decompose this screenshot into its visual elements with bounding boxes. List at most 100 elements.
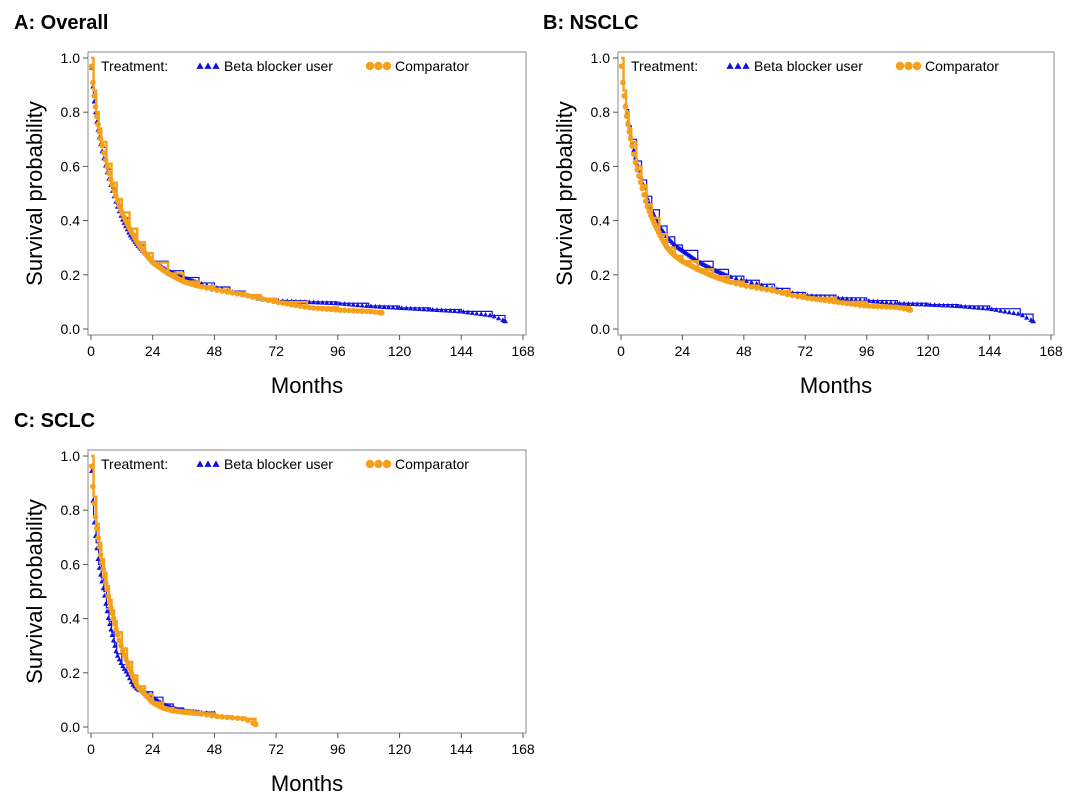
censor-marker	[101, 573, 108, 579]
censor-marker	[809, 295, 815, 302]
censor-marker	[1011, 310, 1017, 316]
x-tick-label: 24	[675, 343, 691, 359]
y-axis-title: Survival probability	[22, 101, 47, 286]
censor-marker	[452, 308, 458, 314]
y-tick-label: 0.2	[591, 267, 611, 283]
legend: Treatment: Beta blocker user Comparator	[631, 58, 999, 74]
censor-marker	[105, 615, 111, 621]
censor-marker	[623, 113, 630, 120]
censor-marker	[214, 287, 220, 293]
censor-marker	[97, 552, 104, 558]
censor-marker	[997, 308, 1004, 313]
x-tick-label: 168	[1039, 343, 1063, 359]
x-tick-label: 96	[330, 741, 346, 757]
censor-marker	[932, 302, 938, 307]
censor-marker	[125, 672, 131, 677]
x-tick-label: 72	[268, 343, 284, 359]
censor-marker	[883, 299, 890, 305]
censor-marker	[1006, 309, 1012, 315]
censor-marker	[636, 173, 642, 179]
legend-marker-triangle	[196, 460, 204, 467]
censor-marker	[109, 610, 116, 616]
x-tick-label: 48	[207, 343, 223, 359]
censor-marker	[626, 129, 633, 135]
censor-marker	[90, 483, 96, 490]
x-axis-title: Months	[800, 373, 872, 398]
censor-marker	[381, 304, 387, 309]
censor-marker	[91, 500, 98, 507]
censor-marker	[897, 300, 903, 306]
censor-marker	[350, 307, 357, 314]
legend-label: Comparator	[395, 456, 469, 472]
censor-marker	[434, 307, 440, 312]
censor-marker	[853, 296, 859, 302]
legend-marker-circle	[382, 459, 392, 469]
censor-marker	[250, 294, 256, 300]
censor-marker	[888, 300, 894, 305]
censor-marker	[350, 302, 356, 307]
censor-marker	[914, 301, 920, 307]
censor-marker	[234, 290, 241, 297]
censor-marker	[1002, 308, 1008, 314]
censor-marker	[728, 279, 734, 286]
censor-marker	[91, 93, 98, 99]
censor-marker	[288, 301, 295, 308]
legend-title: Treatment:	[631, 58, 698, 74]
chart-panel-2: B: NSCLC 0 24 48 72 96 120 144 168 0.0 0.2 0.4 0.6 0.…	[543, 12, 1063, 398]
panel-title: B: NSCLC	[543, 12, 639, 34]
legend-marker-triangle	[742, 62, 750, 69]
censor-marker	[105, 593, 112, 600]
censor-marker	[642, 198, 649, 204]
censor-marker	[407, 305, 414, 311]
censor-marker	[474, 310, 480, 316]
y-tick-label: 0.0	[61, 719, 81, 735]
censor-marker	[293, 302, 299, 309]
x-tick-label: 24	[145, 343, 161, 359]
censor-marker	[784, 291, 791, 298]
y-tick-label: 0.4	[61, 611, 81, 627]
censor-marker	[883, 304, 890, 310]
survival-curve-line	[91, 57, 506, 321]
censor-marker	[198, 711, 205, 717]
censor-marker	[896, 304, 903, 311]
censor-marker	[346, 307, 352, 314]
censor-marker	[870, 303, 877, 310]
censor-marker	[848, 296, 854, 302]
censor-marker	[848, 301, 855, 307]
censor-marker	[945, 302, 951, 308]
censor-marker	[377, 304, 383, 309]
censor-marker	[779, 290, 786, 296]
censor-marker	[328, 300, 334, 306]
survival-curve-line	[621, 56, 912, 311]
censor-marker	[478, 311, 484, 317]
censor-marker	[954, 303, 960, 308]
censor-marker	[888, 304, 894, 310]
censor-marker	[100, 566, 107, 572]
censor-marker	[203, 285, 210, 291]
censor-marker	[324, 306, 330, 312]
series-comparator	[618, 56, 914, 314]
censor-marker	[804, 295, 811, 301]
censor-marker	[108, 604, 114, 611]
censor-marker	[813, 296, 820, 303]
censor-marker	[438, 307, 445, 313]
censor-marker	[118, 642, 124, 649]
censor-marker	[910, 301, 916, 307]
censor-marker	[341, 307, 348, 314]
censor-marker	[822, 297, 828, 304]
censor-marker	[110, 637, 117, 643]
legend-marker-triangle	[212, 460, 220, 467]
series-comparator	[88, 454, 259, 728]
y-tick-label: 0.4	[61, 213, 81, 229]
legend-marker-triangle	[212, 62, 220, 69]
censor-marker	[106, 170, 112, 176]
censor-marker	[363, 303, 370, 308]
censor-marker	[769, 287, 775, 294]
censor-marker	[1015, 311, 1021, 316]
y-tick-label: 0.0	[591, 321, 611, 337]
censor-marker	[971, 304, 977, 310]
censor-marker	[641, 192, 647, 198]
censor-marker	[399, 305, 405, 311]
legend-marker-triangle	[204, 460, 212, 467]
panel-title: A: Overall	[14, 12, 108, 34]
